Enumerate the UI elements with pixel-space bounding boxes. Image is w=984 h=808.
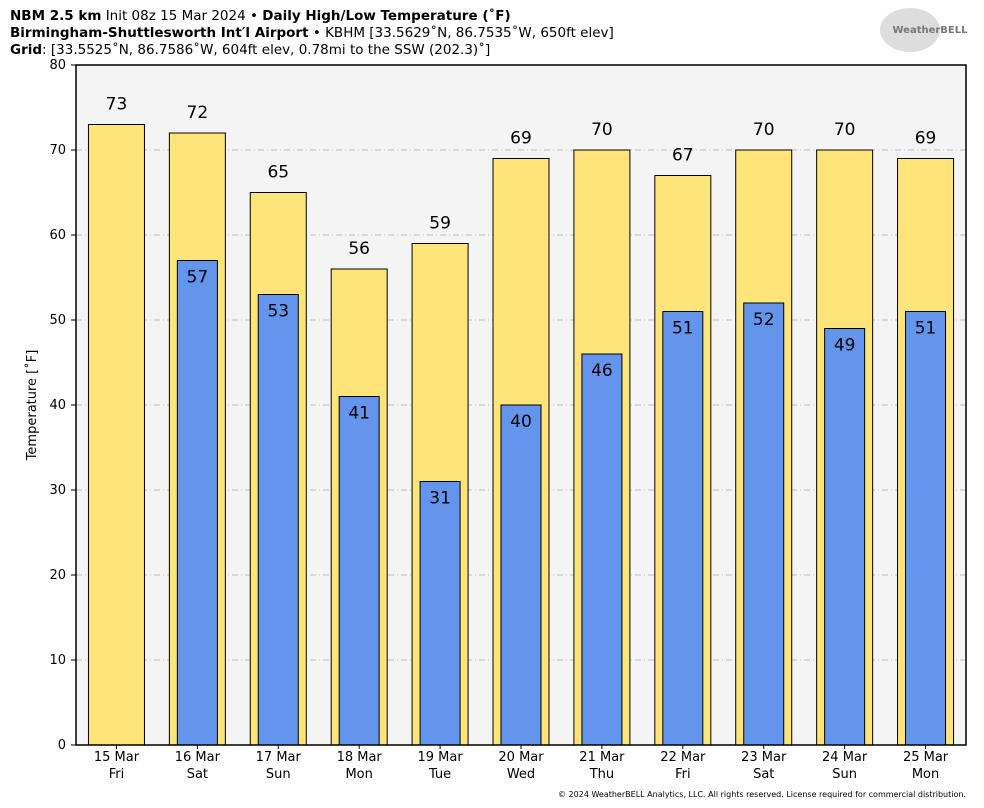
x-tick-label: Sat	[753, 767, 774, 782]
y-axis-label: Temperature [˚F]	[24, 350, 40, 462]
x-tick-label: 24 Mar	[822, 750, 868, 765]
value-label: 73	[106, 95, 128, 115]
x-tick-label: Fri	[109, 767, 125, 782]
value-label: 69	[915, 129, 937, 149]
y-tick-label: 0	[58, 738, 66, 753]
low-bar	[338, 396, 380, 746]
value-label: 53	[267, 302, 289, 322]
x-tick-label: Sat	[187, 767, 208, 782]
value-label: 70	[753, 120, 775, 140]
value-label: 40	[510, 412, 532, 432]
grid-info: : [33.5525˚N, 86.7586˚W, 604ft elev, 0.7…	[42, 41, 490, 58]
value-label: 41	[348, 404, 370, 424]
station-info: • KBHM [33.5629˚N, 86.7535˚W, 650ft elev…	[313, 24, 614, 41]
product: Daily High/Low Temperature (˚F)	[262, 7, 510, 24]
x-tick-label: Mon	[345, 767, 372, 782]
x-tick-label: Mon	[912, 767, 939, 782]
y-tick-label: 40	[49, 398, 66, 413]
x-tick-label: 15 Mar	[94, 750, 140, 765]
y-tick-label: 70	[49, 143, 66, 158]
x-tick-label: 25 Mar	[903, 750, 949, 765]
value-label: 70	[591, 120, 613, 140]
footer: © 2024 WeatherBELL Analytics, LLC. All r…	[558, 790, 966, 799]
x-tick-label: Sun	[266, 767, 291, 782]
value-label: 69	[510, 129, 532, 149]
station: Birmingham-Shuttlesworth Int′l Airport	[10, 25, 309, 41]
x-tick-label: Tue	[428, 767, 451, 782]
value-label: 51	[672, 319, 694, 339]
low-bar	[905, 311, 947, 746]
init: Init 08z 15 Mar 2024 •	[106, 8, 258, 24]
value-label: 49	[834, 336, 856, 356]
x-tick-label: 22 Mar	[660, 750, 706, 765]
x-tick-label: Fri	[675, 767, 691, 782]
value-label: 56	[348, 239, 370, 259]
value-label: 70	[834, 120, 856, 140]
value-label: 72	[187, 103, 209, 123]
logo: WeatherBELL	[892, 25, 968, 36]
grid-label: Grid	[10, 42, 42, 58]
y-tick-label: 60	[49, 228, 66, 243]
header-line: NBM 2.5 km Init 08z 15 Mar 2024 • Daily …	[10, 7, 511, 24]
x-tick-label: 16 Mar	[175, 750, 221, 765]
y-tick-label: 10	[49, 653, 66, 668]
x-tick-label: Wed	[507, 767, 535, 782]
value-label: 59	[429, 214, 451, 234]
value-label: 51	[915, 319, 937, 339]
x-tick-label: 17 Mar	[256, 750, 302, 765]
value-label: 31	[429, 489, 451, 509]
x-tick-label: 21 Mar	[579, 750, 625, 765]
header-line: Birmingham-Shuttlesworth Int′l Airport •…	[10, 24, 614, 41]
high-bar	[87, 124, 145, 746]
y-tick-label: 20	[49, 568, 66, 583]
logo-mark	[880, 8, 940, 52]
low-bar	[176, 260, 218, 746]
x-tick-label: Sun	[832, 767, 857, 782]
x-tick-label: 18 Mar	[337, 750, 383, 765]
y-tick-label: 50	[49, 313, 66, 328]
low-bar	[500, 404, 542, 746]
header-line: Grid: [33.5525˚N, 86.7586˚W, 604ft elev,…	[10, 41, 490, 58]
low-bar	[581, 353, 623, 746]
y-tick-label: 30	[49, 483, 66, 498]
x-tick-label: Thu	[589, 767, 614, 782]
x-tick-label: 20 Mar	[498, 750, 544, 765]
value-label: 65	[267, 163, 289, 183]
low-bar	[743, 302, 785, 746]
low-bar	[824, 328, 866, 746]
y-tick-label: 80	[49, 58, 66, 73]
model: NBM 2.5 km	[10, 8, 101, 24]
value-label: 67	[672, 146, 694, 166]
x-tick-label: 19 Mar	[417, 750, 463, 765]
low-bar	[662, 311, 704, 746]
low-bar	[419, 481, 461, 746]
low-bar	[257, 294, 299, 746]
plot-frame	[75, 64, 967, 746]
value-label: 52	[753, 310, 775, 330]
x-tick-label: 23 Mar	[741, 750, 787, 765]
value-label: 57	[187, 268, 209, 288]
value-label: 46	[591, 361, 613, 381]
